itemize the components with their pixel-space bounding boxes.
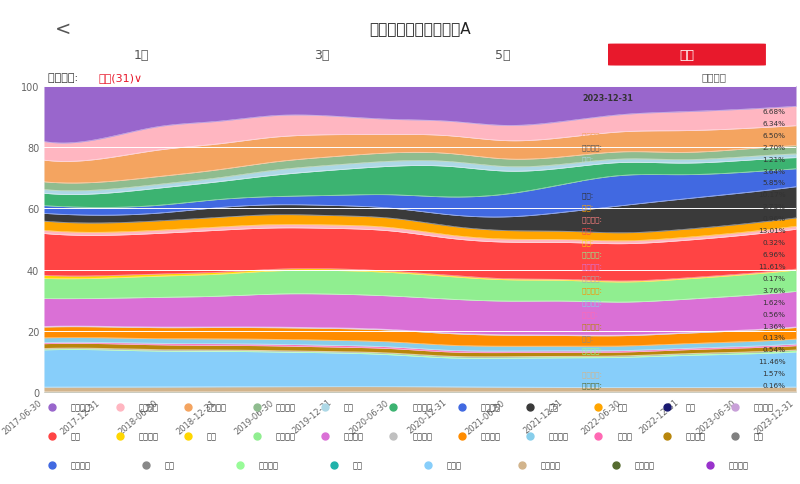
Text: 社会服务: 社会服务 bbox=[540, 460, 560, 469]
Text: 1年: 1年 bbox=[134, 49, 150, 62]
Text: 纺织服饰: 纺织服饰 bbox=[344, 431, 364, 440]
Text: 家用电器: 家用电器 bbox=[70, 402, 90, 411]
Text: 安信企业价值优选混合A: 安信企业价值优选混合A bbox=[369, 21, 471, 36]
Text: 有色金属: 有色金属 bbox=[138, 431, 158, 440]
FancyBboxPatch shape bbox=[608, 45, 766, 66]
Text: 计算机: 计算机 bbox=[618, 431, 632, 440]
Text: 煮炭: 煮炭 bbox=[549, 402, 559, 411]
Text: 建筑材料: 建筑材料 bbox=[207, 402, 227, 411]
Text: 通信: 通信 bbox=[686, 402, 695, 411]
Text: 电力设备: 电力设备 bbox=[481, 402, 501, 411]
Text: 銀行: 銀行 bbox=[70, 431, 80, 440]
Text: 3年: 3年 bbox=[314, 49, 330, 62]
Text: 钓鐵: 钓鐵 bbox=[754, 431, 764, 440]
Text: 基础化工: 基础化工 bbox=[754, 402, 774, 411]
Text: 选择行业:: 选择行业: bbox=[48, 73, 82, 82]
Text: 申万(31)∨: 申万(31)∨ bbox=[98, 73, 142, 82]
Text: 查看季报: 查看季报 bbox=[702, 73, 727, 82]
Text: 商贸零售: 商贸零售 bbox=[412, 431, 432, 440]
Text: 钓鐵: 钓鐵 bbox=[164, 460, 174, 469]
Text: 非銀金融: 非銀金融 bbox=[686, 431, 706, 440]
Text: 汽车: 汽车 bbox=[344, 402, 354, 411]
Text: 电子: 电子 bbox=[207, 431, 217, 440]
Text: 全部: 全部 bbox=[679, 49, 694, 62]
Text: 机械设备: 机械设备 bbox=[70, 460, 90, 469]
Text: 石油石化: 石油石化 bbox=[481, 431, 501, 440]
Text: 房地产: 房地产 bbox=[446, 460, 462, 469]
Text: 5年: 5年 bbox=[495, 49, 510, 62]
Text: 环保: 环保 bbox=[352, 460, 362, 469]
Text: 医药生物: 医药生物 bbox=[412, 402, 432, 411]
Text: 建筑装饰: 建筑装饰 bbox=[138, 402, 158, 411]
Text: 交通运输: 交通运输 bbox=[549, 431, 569, 440]
Text: <: < bbox=[55, 19, 72, 38]
Text: 传媒: 传媒 bbox=[618, 402, 627, 411]
Text: 高端制造: 高端制造 bbox=[728, 460, 748, 469]
Text: 国防军工: 国防军工 bbox=[634, 460, 654, 469]
Text: 农林牧渔: 农林牧渔 bbox=[258, 460, 278, 469]
Text: 轻工制造: 轻工制造 bbox=[275, 402, 295, 411]
Text: 食品饮料: 食品饮料 bbox=[275, 431, 295, 440]
